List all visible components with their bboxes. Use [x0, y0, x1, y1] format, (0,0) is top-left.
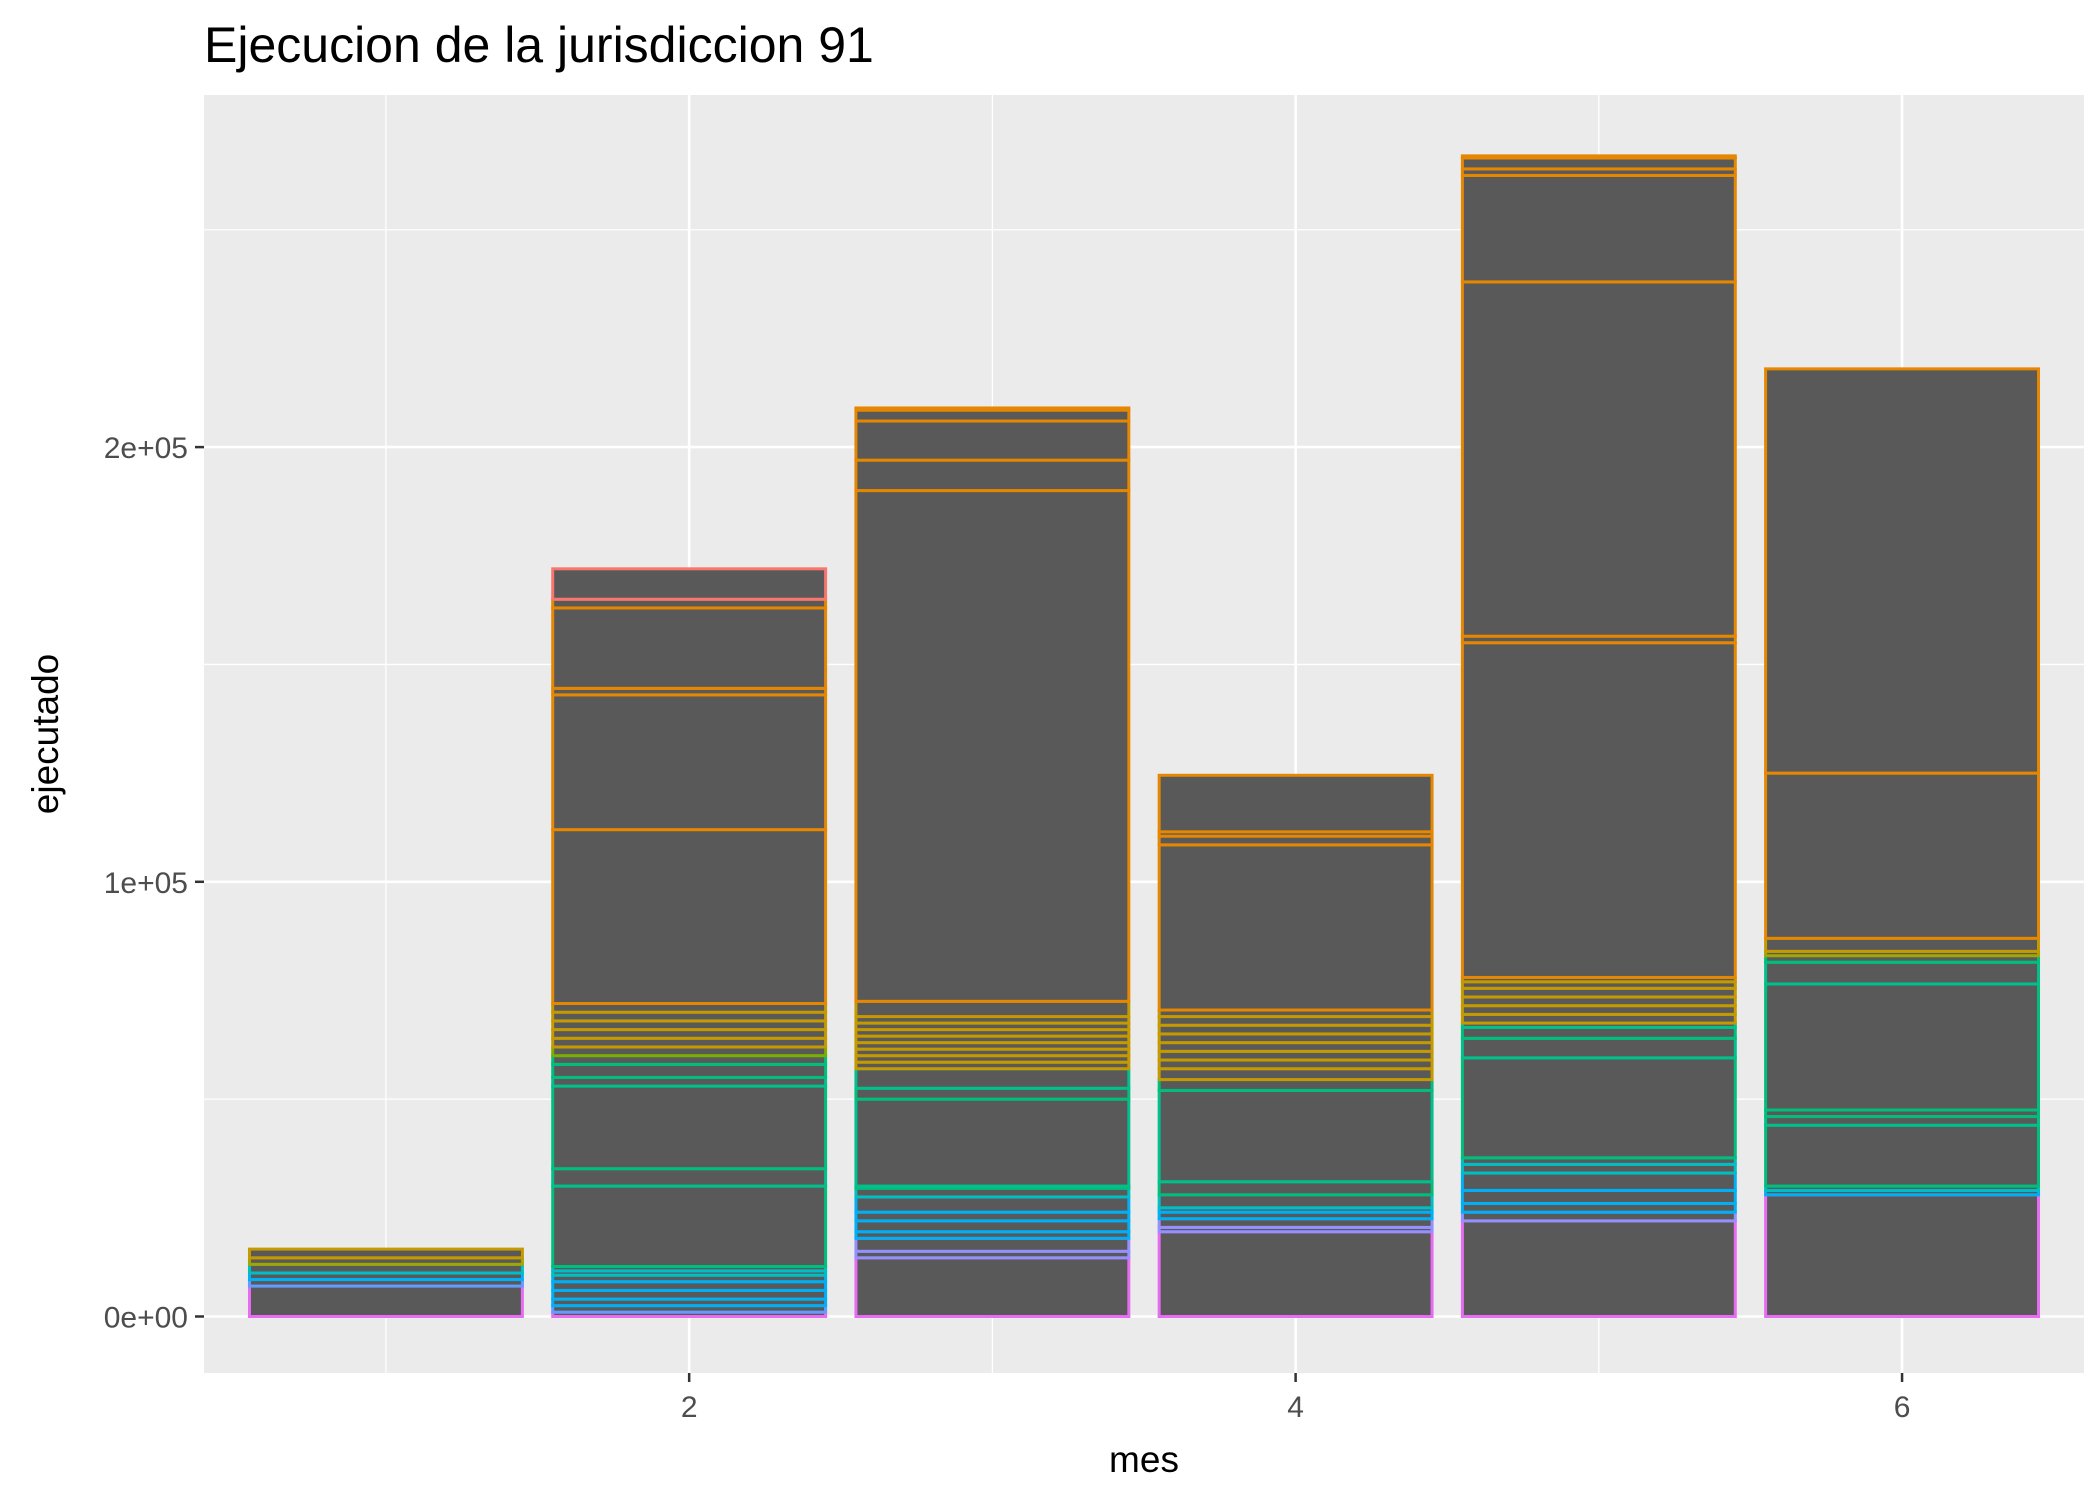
bar-segment: [854, 458, 1131, 493]
bar-segment: [1460, 156, 1737, 171]
bar-segment: [1764, 367, 2041, 775]
bars: [247, 154, 2041, 1318]
bar-segment: [1157, 843, 1434, 1012]
y-tick-label: 0e+00: [104, 1301, 188, 1334]
x-tick-label: 2: [681, 1391, 698, 1424]
bar-segment: [1764, 1193, 2041, 1318]
bar-segment: [1764, 1123, 2041, 1188]
bar-segment: [1764, 771, 2041, 940]
bar-segment: [854, 1097, 1131, 1188]
bar-segment: [1157, 1078, 1434, 1092]
y-tick-label: 2e+05: [104, 432, 188, 465]
x-axis-title: mes: [1109, 1439, 1179, 1480]
bar-segment: [1460, 1219, 1737, 1318]
bar-segment: [854, 408, 1131, 423]
bar-segment: [1460, 154, 1737, 160]
bar-segment: [1157, 1193, 1434, 1210]
bar-segment: [1157, 1180, 1434, 1197]
bar-segment: [854, 1256, 1131, 1318]
bar-segment: [1460, 1171, 1737, 1192]
chart-title: Ejecucion de la jurisdiccion 91: [204, 17, 874, 73]
bar-segment: [854, 1236, 1131, 1253]
bar-segment: [551, 606, 828, 690]
bar-segment: [1764, 960, 2041, 986]
bar-segment: [854, 1067, 1131, 1090]
bar-segment: [854, 419, 1131, 462]
bar-segment: [854, 1195, 1131, 1214]
bar-segment: [1157, 1067, 1434, 1082]
bar-segment: [854, 1219, 1131, 1234]
bar-segment: [1157, 1088, 1434, 1184]
bar-segment: [1460, 1036, 1737, 1060]
x-axis: 2 4 6: [681, 1373, 1911, 1424]
bar-segment: [1460, 280, 1737, 638]
bar-segment: [551, 567, 828, 601]
bar-segment: [1764, 982, 2041, 1112]
x-tick-label: 4: [1287, 1391, 1304, 1424]
bar-segment: [1764, 936, 2041, 953]
bar-segment: [551, 1184, 828, 1269]
y-axis-title: ejecutado: [25, 654, 66, 814]
bar-segment: [1157, 1230, 1434, 1318]
bar-segment: [551, 828, 828, 1006]
y-tick-label: 1e+05: [104, 867, 188, 900]
bar-segment: [1460, 1188, 1737, 1205]
bar-segment: [1460, 1056, 1737, 1160]
bar-segment: [551, 1062, 828, 1079]
bar-segment: [854, 999, 1131, 1019]
bar-segment: [247, 1247, 524, 1260]
bar-segment: [854, 489, 1131, 1003]
bar-segment: [1460, 1025, 1737, 1040]
y-axis: 0e+00 1e+05 2e+05: [104, 432, 204, 1334]
bar-segment: [1157, 773, 1434, 834]
x-tick-label: 6: [1894, 1391, 1911, 1424]
bar-segment: [854, 1086, 1131, 1101]
bar-segment: [1460, 641, 1737, 979]
bar-segment: [1460, 173, 1737, 284]
bar-segment: [551, 1167, 828, 1188]
bar-segment: [551, 693, 828, 832]
bar-segment: [551, 1084, 828, 1171]
bar-segment: [854, 406, 1131, 412]
bar-segment: [247, 1284, 524, 1318]
